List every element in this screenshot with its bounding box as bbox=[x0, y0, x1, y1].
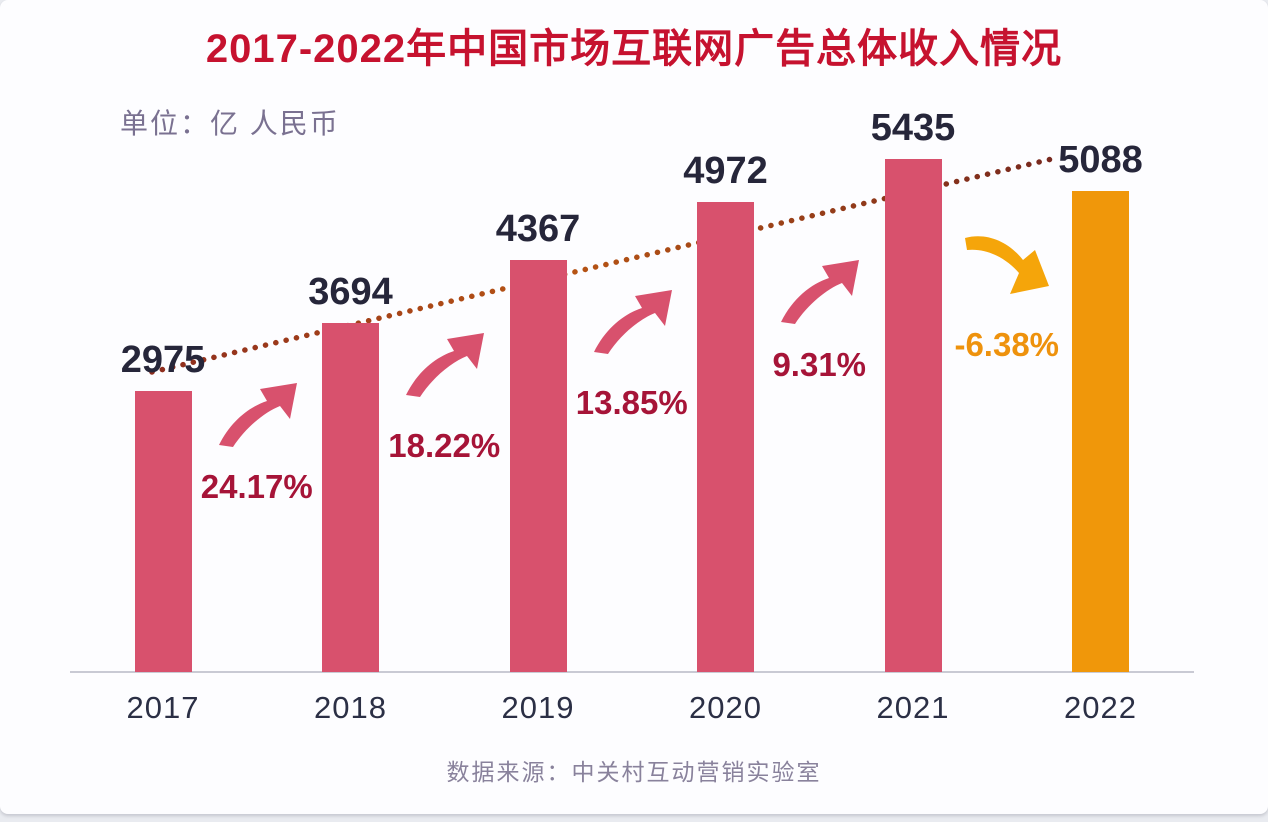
growth-rate-label: 13.85% bbox=[575, 384, 688, 421]
growth-up-arrow-icon bbox=[593, 290, 672, 354]
x-axis-tick-2020: 2020 bbox=[689, 690, 762, 725]
bar-2020 bbox=[697, 202, 754, 672]
bar-2019 bbox=[509, 260, 567, 672]
growth-rate-label: -6.38% bbox=[954, 326, 1060, 363]
growth-up-arrow-icon bbox=[406, 333, 485, 397]
x-axis-tick-2017: 2017 bbox=[126, 690, 200, 725]
bar-value-label: 4972 bbox=[683, 150, 768, 192]
x-axis-tick-2022: 2022 bbox=[1064, 690, 1137, 725]
bar-value-label: 3694 bbox=[308, 271, 393, 313]
growth-rate-label: 18.22% bbox=[388, 427, 501, 464]
bar-value-label: 4367 bbox=[495, 208, 581, 250]
x-axis-line bbox=[70, 671, 1194, 673]
bar-value-label: 5088 bbox=[1058, 139, 1143, 181]
bar-2017 bbox=[134, 391, 192, 672]
decline-down-arrow-icon bbox=[964, 236, 1049, 294]
x-axis-tick-2019: 2019 bbox=[501, 690, 575, 725]
bar-value-label: 2975 bbox=[120, 339, 206, 381]
bar-2018 bbox=[322, 323, 379, 672]
unit-label: 单位：亿 人民币 bbox=[120, 108, 340, 139]
x-axis-tick-2018: 2018 bbox=[314, 690, 387, 725]
x-axis-tick-2021: 2021 bbox=[876, 690, 950, 725]
bar-2021 bbox=[884, 159, 942, 672]
bar-value-label: 5435 bbox=[870, 107, 956, 149]
bar-2022 bbox=[1072, 191, 1129, 672]
chart-title: 2017-2022年中国市场互联网广告总体收入情况 bbox=[205, 27, 1063, 71]
growth-rate-label: 9.31% bbox=[772, 346, 867, 383]
growth-up-arrow-icon bbox=[781, 260, 860, 324]
source-caption: 数据来源：中关村互动营销实验室 bbox=[446, 759, 822, 785]
growth-rate-label: 24.17% bbox=[200, 468, 313, 505]
growth-up-arrow-icon bbox=[218, 383, 297, 447]
